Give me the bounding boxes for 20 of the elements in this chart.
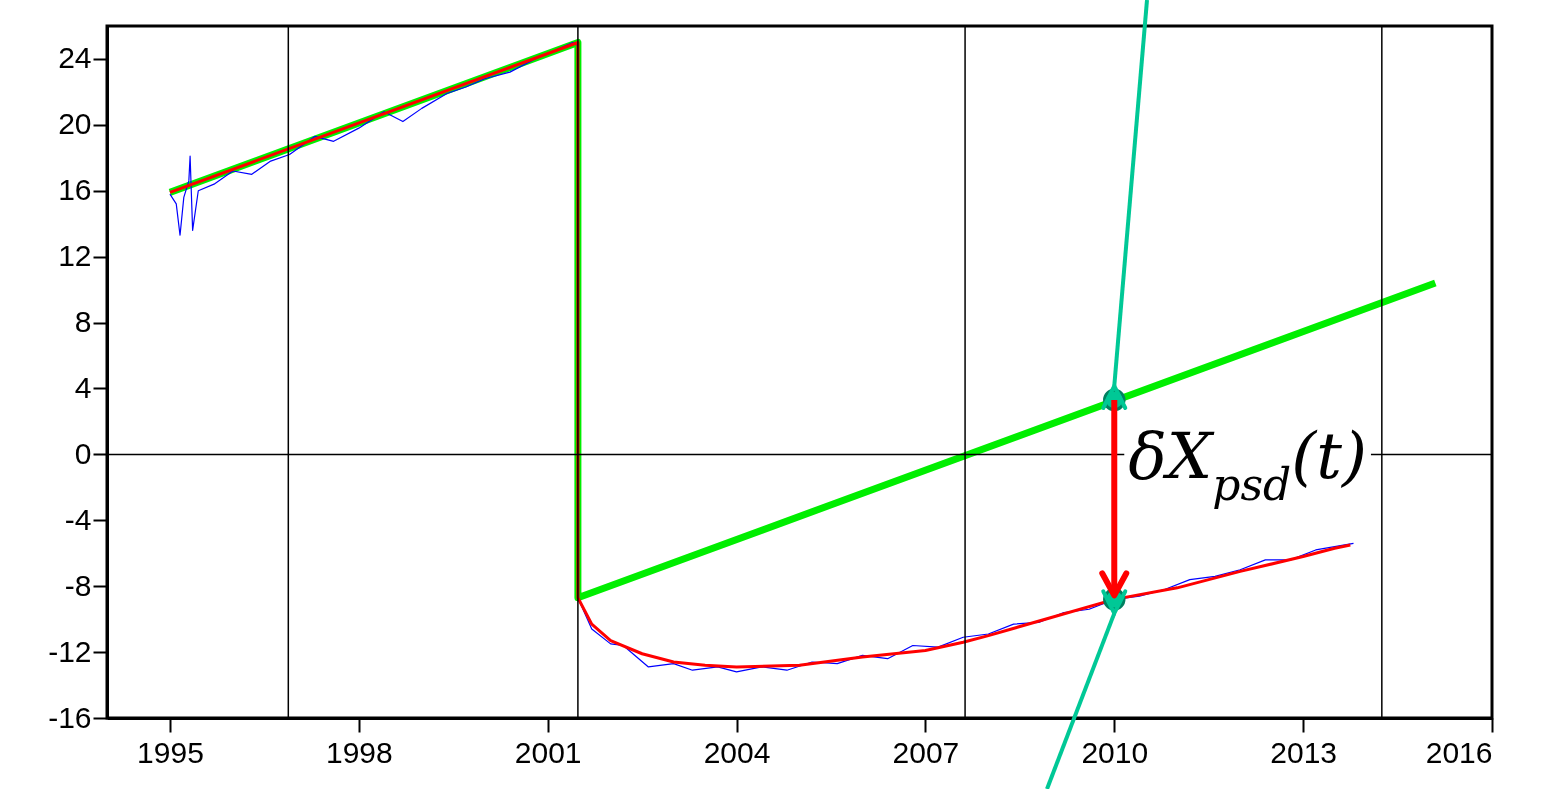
y-tick-label: 24: [58, 41, 92, 75]
y-tick-label: 0: [74, 436, 92, 470]
x-tick-label: 2013: [1270, 735, 1338, 769]
y-tick-label: 16: [58, 173, 92, 207]
x-tick-label: 2007: [892, 735, 960, 769]
x-tick-label: 2010: [1081, 735, 1149, 769]
y-tick-label: -4: [64, 502, 92, 536]
y-tick-label: 12: [58, 239, 92, 273]
y-tick-label: 4: [74, 370, 92, 404]
x-tick-label: 1998: [325, 735, 393, 769]
y-tick-label: -8: [64, 568, 92, 602]
y-tick-label: 8: [74, 305, 92, 339]
x-tick-label: 2004: [703, 735, 771, 769]
annotation: δX$_{psd}$(t): [1128, 419, 1367, 511]
x-tick-label: 1995: [137, 735, 204, 769]
y-tick-label: 20: [58, 107, 92, 141]
x-tick-label: 2016: [1425, 735, 1493, 769]
y-tick-label: -12: [48, 634, 92, 668]
x-tick-label: 2001: [514, 735, 582, 769]
y-tick-label: -16: [48, 700, 92, 734]
